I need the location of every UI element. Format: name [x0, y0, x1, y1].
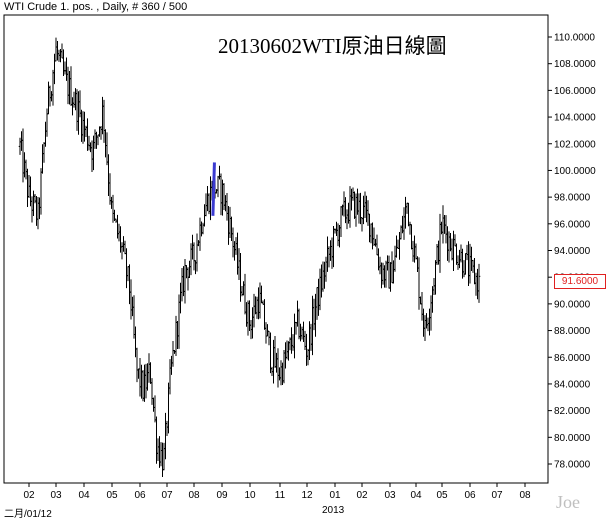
x-tick-label: 05	[436, 490, 448, 501]
y-tick-label: 90.0000	[554, 299, 591, 310]
y-tick-label: 96.0000	[554, 219, 591, 230]
x-tick-label: 03	[384, 490, 396, 501]
x-tick-label: 06	[464, 490, 476, 501]
x-tick-label: 06	[134, 490, 146, 501]
y-tick-label: 84.0000	[554, 379, 591, 390]
chart-title: 20130602WTI原油日線圖	[218, 34, 447, 58]
watermark: Joe	[556, 492, 580, 512]
x-tick-label: 07	[491, 490, 503, 501]
y-tick-label: 88.0000	[554, 326, 591, 337]
x-tick-label: 04	[78, 490, 90, 501]
x-tick-label: 04	[410, 490, 422, 501]
y-tick-label: 80.0000	[554, 433, 591, 444]
x-tick-label: 08	[188, 490, 200, 501]
x-axis-year-label: 2013	[322, 505, 345, 516]
x-axis-start-date: 二月/01/12	[4, 509, 52, 520]
x-tick-label: 12	[301, 490, 313, 501]
chart-header: WTI Crude 1. pos. , Daily, # 360 / 500	[4, 1, 188, 13]
x-tick-label: 03	[50, 490, 62, 501]
y-tick-label: 106.0000	[554, 86, 596, 97]
last-price-label: 91.6000	[554, 274, 606, 289]
y-tick-label: 104.0000	[554, 113, 596, 124]
y-tick-label: 94.0000	[554, 246, 591, 257]
y-tick-label: 108.0000	[554, 59, 596, 70]
plot-area-border	[3, 14, 549, 484]
resistance-trendline[interactable]	[211, 162, 216, 216]
x-tick-label: 05	[106, 490, 118, 501]
x-tick-label: 02	[356, 490, 368, 501]
x-tick-label: 10	[244, 490, 256, 501]
y-tick-label: 100.0000	[554, 166, 596, 177]
y-tick-label: 78.0000	[554, 460, 591, 471]
y-tick-label: 110.0000	[554, 33, 595, 44]
x-tick-label: 01	[329, 490, 341, 501]
y-tick-label: 86.0000	[554, 353, 591, 364]
x-tick-label: 11	[275, 490, 286, 501]
y-tick-label: 82.0000	[554, 406, 591, 417]
x-tick-label: 02	[23, 490, 35, 501]
y-tick-label: 98.0000	[554, 193, 591, 204]
y-tick-label: 102.0000	[554, 139, 596, 150]
x-tick-label: 08	[519, 490, 531, 501]
x-tick-label: 09	[216, 490, 228, 501]
x-tick-label: 07	[161, 490, 173, 501]
